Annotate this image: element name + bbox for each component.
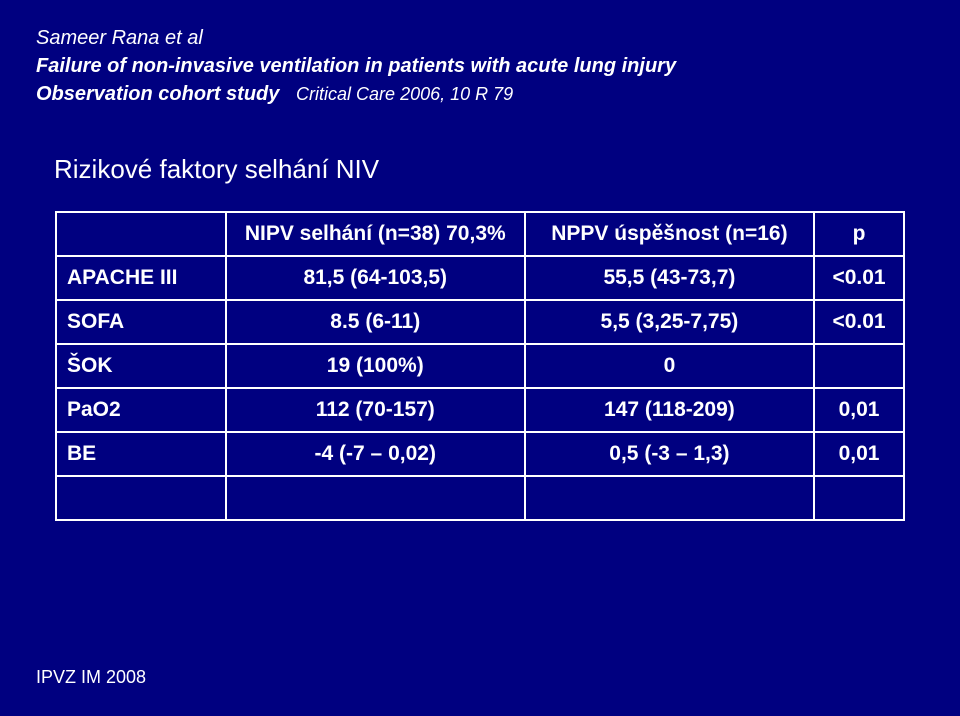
row-cell-blank <box>56 476 226 520</box>
row-cell: 0 <box>525 344 814 388</box>
row-cell: 55,5 (43-73,7) <box>525 256 814 300</box>
row-cell-blank <box>814 476 904 520</box>
row-label: APACHE III <box>56 256 226 300</box>
row-cell: 19 (100%) <box>226 344 525 388</box>
table-row: SOFA 8.5 (6-11) 5,5 (3,25-7,75) <0.01 <box>56 300 904 344</box>
table-row-blank <box>56 476 904 520</box>
row-cell-blank <box>226 476 525 520</box>
table-row: ŠOK 19 (100%) 0 <box>56 344 904 388</box>
title-line: Failure of non-invasive ventilation in p… <box>36 52 924 80</box>
table-row: APACHE III 81,5 (64-103,5) 55,5 (43-73,7… <box>56 256 904 300</box>
table-row: BE -4 (-7 – 0,02) 0,5 (-3 – 1,3) 0,01 <box>56 432 904 476</box>
row-cell: -4 (-7 – 0,02) <box>226 432 525 476</box>
row-cell-blank <box>525 476 814 520</box>
row-cell: 81,5 (64-103,5) <box>226 256 525 300</box>
table-header-row: NIPV selhání (n=38) 70,3% NPPV úspěšnost… <box>56 212 904 256</box>
col-header-blank <box>56 212 226 256</box>
row-label: PaO2 <box>56 388 226 432</box>
subtitle-text: Observation cohort study <box>36 83 279 105</box>
row-cell: 8.5 (6-11) <box>226 300 525 344</box>
row-cell: 5,5 (3,25-7,75) <box>525 300 814 344</box>
journal-text: Critical Care 2006, 10 R 79 <box>296 84 513 104</box>
col-header-success: NPPV úspěšnost (n=16) <box>525 212 814 256</box>
row-cell: 0,01 <box>814 388 904 432</box>
risk-factors-table: NIPV selhání (n=38) 70,3% NPPV úspěšnost… <box>55 211 905 521</box>
col-header-p: p <box>814 212 904 256</box>
row-label: BE <box>56 432 226 476</box>
col-header-fail: NIPV selhání (n=38) 70,3% <box>226 212 525 256</box>
row-label: SOFA <box>56 300 226 344</box>
subtitle-line: Observation cohort study Critical Care 2… <box>36 80 924 108</box>
footer-text: IPVZ IM 2008 <box>36 667 146 688</box>
authors-line: Sameer Rana et al <box>36 24 924 52</box>
row-cell: 147 (118-209) <box>525 388 814 432</box>
row-cell <box>814 344 904 388</box>
row-cell: 0,01 <box>814 432 904 476</box>
table-row: PaO2 112 (70-157) 147 (118-209) 0,01 <box>56 388 904 432</box>
row-cell: 112 (70-157) <box>226 388 525 432</box>
row-cell: <0.01 <box>814 256 904 300</box>
row-cell: <0.01 <box>814 300 904 344</box>
row-label: ŠOK <box>56 344 226 388</box>
row-cell: 0,5 (-3 – 1,3) <box>525 432 814 476</box>
section-title: Rizikové faktory selhání NIV <box>54 154 924 185</box>
